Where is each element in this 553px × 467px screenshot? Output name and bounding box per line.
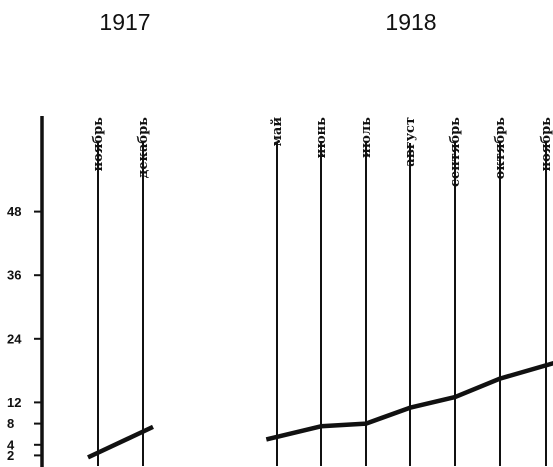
y-tick-label: 12 <box>7 395 21 410</box>
month-label: декабрь <box>136 117 151 179</box>
y-tick-label: 48 <box>7 204 21 219</box>
month-label: ноябрь <box>91 117 106 172</box>
month-label: июль <box>359 117 374 158</box>
year-label-1918: 1918 <box>385 9 436 35</box>
month-label: ноябрь <box>539 117 553 172</box>
y-tick-label: 4 <box>7 437 15 452</box>
year-label-1917: 1917 <box>99 9 150 35</box>
month-label: октябрь <box>493 117 508 179</box>
month-label: август <box>403 117 418 167</box>
month-label: сентябрь <box>448 117 463 187</box>
month-label: май <box>270 117 285 147</box>
y-tick-label: 2 <box>7 448 14 463</box>
y-tick-label: 24 <box>7 331 22 346</box>
series-line-segment <box>87 424 154 460</box>
month-label: июнь <box>314 117 329 158</box>
y-tick-label: 8 <box>7 416 14 431</box>
y-tick-label: 36 <box>7 268 21 283</box>
